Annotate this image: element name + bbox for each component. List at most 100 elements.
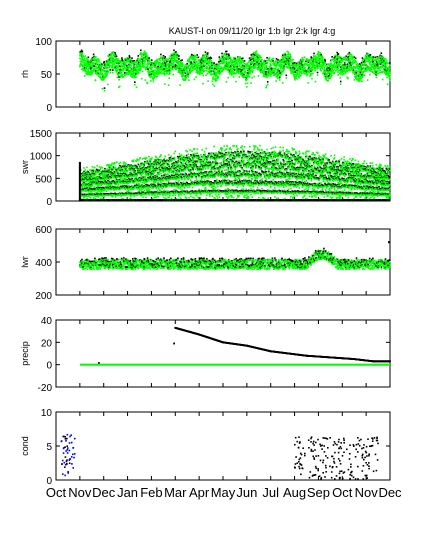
rh-point-lgr4 (357, 73, 359, 75)
swr-point-lgr4 (91, 172, 93, 174)
rh-point-lgr2 (361, 57, 364, 59)
rh-point-lgr2 (184, 72, 187, 74)
rh-point-lgr4 (190, 69, 192, 72)
rh-point-lgr2 (242, 64, 244, 67)
rh-point-lgr4 (80, 53, 83, 56)
swr-point-lgr4 (95, 176, 97, 178)
rh-point-lgr4 (218, 73, 221, 75)
rh-point-lgr4 (283, 67, 285, 69)
rh-point-lgr4 (345, 68, 347, 71)
swr-point-lgr4 (91, 177, 93, 179)
rh-point-lgr4 (79, 60, 82, 62)
rh-point-lgr4 (89, 63, 91, 66)
rh-point-lgr4 (288, 55, 290, 58)
rh-point-lgr4 (296, 73, 299, 75)
swr-point-lgr4 (97, 184, 100, 186)
rh-point-lgr4 (110, 62, 113, 64)
rh-point-lgr4 (332, 69, 334, 72)
rh-point-lgr4 (281, 60, 284, 62)
rh-point-lgr2 (115, 55, 118, 58)
rh-point-lgr4 (205, 69, 208, 71)
rh-point-lgr4 (153, 69, 155, 72)
rh-point-lgr4 (114, 56, 117, 58)
rh-point-lgr4 (275, 65, 278, 68)
rh-point-lgr4 (324, 71, 326, 73)
swr-point-lgr4 (85, 179, 88, 181)
rh-point-lgr4 (192, 63, 194, 65)
rh-point-lgr2 (172, 66, 174, 68)
rh-point-lgr4 (283, 59, 286, 61)
rh-point-lgr4 (319, 67, 322, 70)
swr-point-lgr4 (94, 198, 97, 200)
rh-point-lgr4 (212, 63, 215, 65)
rh-point-lgr4 (138, 62, 141, 65)
rh-point-lgr4 (194, 62, 197, 65)
rh-point-lgr4 (137, 71, 140, 74)
rh-point-lgr4 (89, 64, 91, 67)
rh-point-lgr4 (300, 58, 303, 61)
rh-point-lgr4 (115, 60, 118, 62)
rh-point-lgr4 (96, 60, 99, 63)
rh-point-lgr4 (232, 58, 235, 61)
rh-point-lgr4 (192, 57, 195, 59)
rh-point-lgr4 (187, 66, 190, 68)
rh-point-lgr4 (281, 65, 283, 67)
rh-point-lgr4 (377, 57, 380, 59)
rh-point-lgr4 (250, 62, 252, 64)
rh-point-lgr4 (112, 66, 114, 69)
rh-point-lgr4 (228, 66, 231, 69)
rh-point-lgr4 (158, 58, 160, 60)
rh-point-lgr4 (225, 63, 227, 66)
rh-point-lgr4 (372, 72, 375, 74)
rh-point-lgr4 (201, 72, 203, 74)
rh-point-lgr4 (386, 71, 389, 74)
rh-point-lgr4 (352, 57, 354, 59)
rh-point-lgr4 (148, 59, 151, 61)
rh-point-lgr4 (346, 70, 348, 73)
rh-point-lgr4 (342, 59, 344, 61)
rh-point-lgr4 (337, 57, 340, 60)
rh-point-lgr4 (224, 64, 226, 67)
rh-point-lgr4 (155, 59, 157, 62)
rh-point-lgr4 (389, 79, 391, 82)
rh-point-lgr4 (232, 61, 234, 63)
rh-point-lgr2 (344, 64, 346, 66)
rh-point-lgr4 (211, 73, 214, 75)
rh-point-lgr4 (132, 62, 134, 65)
swr-point-lgr2 (93, 187, 95, 190)
rh-point-lgr4 (237, 58, 239, 61)
rh-point-lgr4 (165, 61, 167, 64)
rh-point-lgr4 (139, 58, 142, 61)
rh-point-lgr4 (162, 60, 164, 62)
rh-point-lgr4 (161, 59, 164, 61)
rh-point-lgr4 (119, 76, 122, 78)
rh-point-lgr4 (314, 69, 316, 72)
swr-point-lgr4 (101, 167, 104, 169)
rh-point-lgr4 (339, 56, 341, 59)
rh-point-lgr4 (280, 60, 282, 62)
rh-point-lgr4 (239, 68, 241, 71)
rh-point-lgr4 (326, 68, 329, 70)
rh-point-lgr4 (100, 69, 103, 72)
rh-point-lgr4 (159, 62, 161, 64)
rh-point-lgr4 (197, 67, 199, 70)
rh-point-lgr2 (138, 61, 140, 64)
rh-point-lgr4 (303, 64, 305, 67)
rh-point-lgr2 (114, 52, 116, 54)
rh-point-lgr4 (221, 58, 224, 60)
rh-point-lgr4 (282, 82, 284, 84)
rh-point-lgr4 (355, 77, 357, 79)
rh-point-lgr4 (175, 54, 178, 56)
rh-point-lgr4 (197, 71, 199, 73)
rh-point-lgr4 (219, 57, 221, 60)
rh-point-lgr4 (225, 64, 227, 67)
rh-point-lgr4 (161, 73, 163, 75)
rh-point-lgr2 (132, 60, 134, 62)
rh-point-lgr4 (184, 78, 187, 81)
rh-point-lgr4 (311, 69, 314, 72)
rh-point-lgr2 (127, 58, 129, 60)
swr-point-lgr4 (80, 187, 83, 189)
rh-point-lgr4 (251, 71, 254, 74)
rh-point-lgr4 (137, 65, 139, 68)
rh-point-lgr4 (246, 74, 248, 77)
